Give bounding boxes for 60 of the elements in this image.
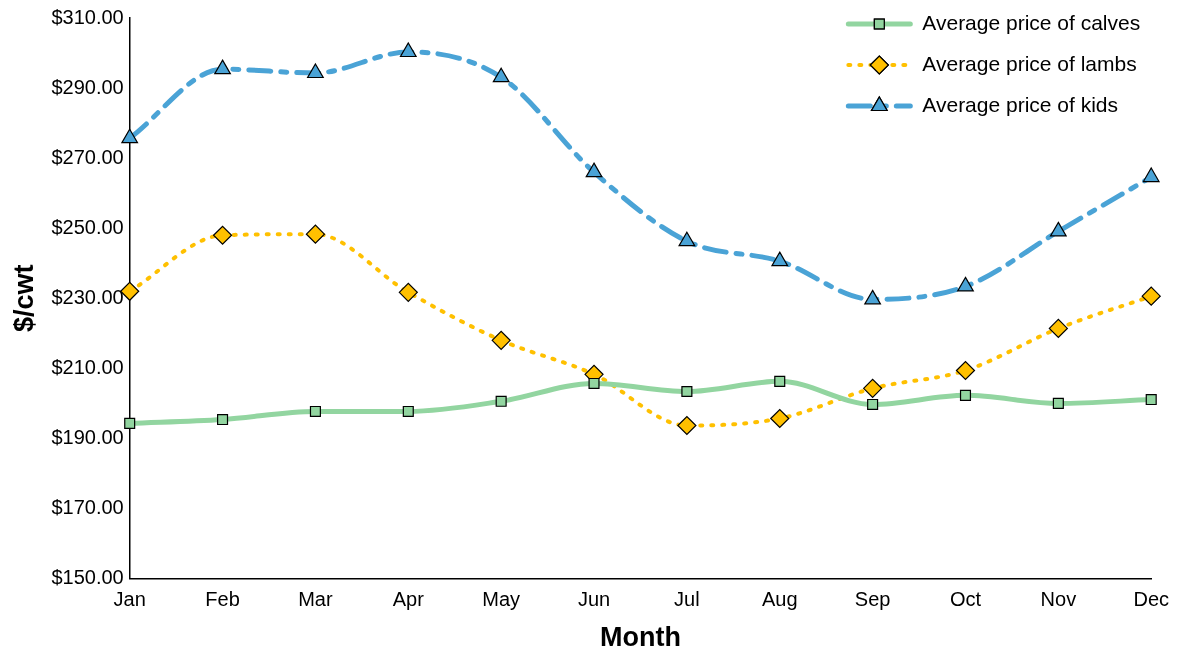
point <box>309 405 321 418</box>
point <box>1142 167 1160 183</box>
point <box>492 67 510 83</box>
legend-label: Average price of calves <box>922 10 1141 34</box>
point <box>398 282 418 302</box>
x-tick-label: Feb <box>205 588 240 611</box>
point <box>678 231 696 247</box>
point <box>214 59 231 75</box>
point <box>305 224 326 244</box>
point <box>867 398 879 411</box>
point <box>491 330 511 350</box>
y-tick-label: $150.00 <box>51 566 124 589</box>
point <box>1049 221 1067 237</box>
legend-label: Average price of lambs <box>922 51 1137 75</box>
point <box>955 360 976 381</box>
point <box>399 42 417 58</box>
point <box>959 389 972 401</box>
x-tick-label: Jun <box>577 588 611 611</box>
point <box>863 378 883 398</box>
x-tick-label: Jan <box>113 588 146 611</box>
x-tick-label: Nov <box>1040 588 1077 611</box>
point <box>1141 286 1161 306</box>
y-tick-label: $310.00 <box>51 5 124 28</box>
point <box>1048 318 1068 339</box>
y-tick-label: $250.00 <box>51 215 124 238</box>
point <box>771 251 789 267</box>
point <box>957 276 974 292</box>
y-tick-label: $230.00 <box>51 285 124 308</box>
point <box>774 375 786 387</box>
y-tick-label: $170.00 <box>51 496 124 519</box>
point <box>217 413 229 426</box>
x-tick-label: Oct <box>949 588 982 611</box>
point <box>307 63 324 79</box>
point <box>1052 397 1064 409</box>
x-tick-label: Aug <box>761 588 798 611</box>
x-tick-label: Sep <box>854 588 891 611</box>
y-tick-label: $190.00 <box>51 425 124 448</box>
point <box>495 395 507 407</box>
point <box>124 417 136 429</box>
x-axis-title: Month <box>599 622 681 653</box>
point <box>121 128 139 144</box>
point <box>770 408 790 429</box>
y-tick-label: $270.00 <box>51 145 124 168</box>
legend-label: Average price of kids <box>922 92 1119 116</box>
point <box>588 377 600 389</box>
point <box>402 405 414 418</box>
point <box>681 385 693 398</box>
point <box>864 289 882 305</box>
point <box>585 162 603 178</box>
x-tick-label: Dec <box>1133 588 1170 611</box>
x-tick-label: Jul <box>674 588 700 611</box>
point <box>677 415 697 436</box>
y-tick-label: $290.00 <box>51 75 124 98</box>
y-tick-label: $210.00 <box>51 355 124 378</box>
x-tick-label: Apr <box>392 588 425 611</box>
point <box>1145 394 1157 406</box>
y-axis-title: $/cwt <box>8 264 39 333</box>
x-tick-label: May <box>482 588 521 611</box>
point <box>212 225 233 245</box>
x-tick-label: Mar <box>298 588 333 611</box>
